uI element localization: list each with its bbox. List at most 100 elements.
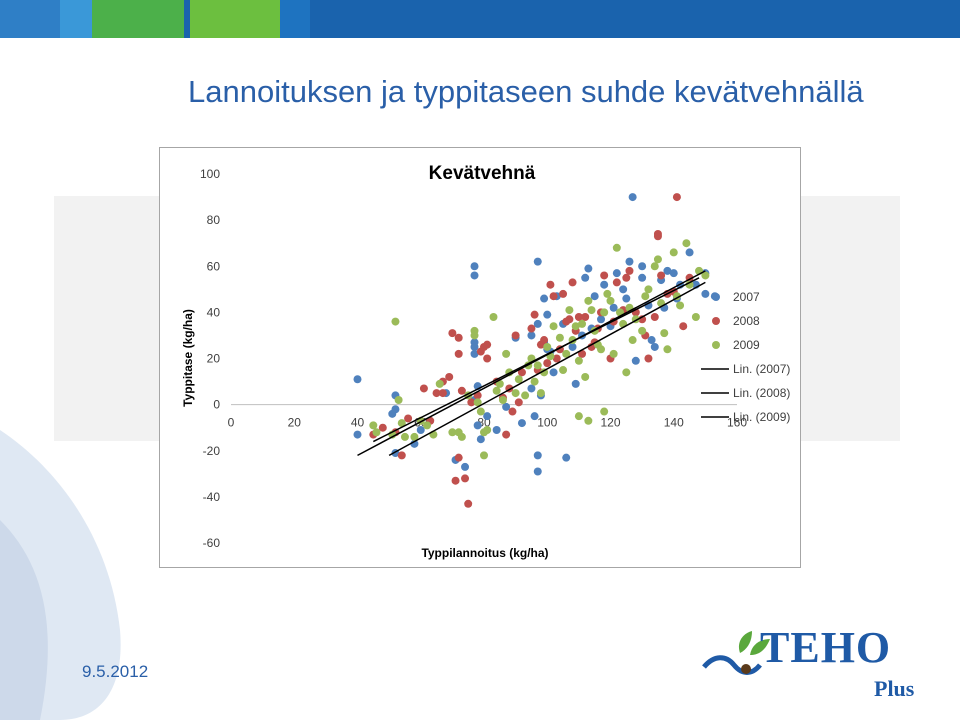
data-point-2007 xyxy=(533,467,542,476)
data-point-2008 xyxy=(622,273,631,282)
data-point-2009 xyxy=(565,306,574,315)
data-point-2007 xyxy=(650,342,659,351)
data-point-2008 xyxy=(445,372,454,381)
trendline xyxy=(388,281,706,457)
data-point-2009 xyxy=(489,312,498,321)
data-point-2009 xyxy=(587,306,596,315)
data-point-2007 xyxy=(669,269,678,278)
data-point-2007 xyxy=(470,349,479,358)
data-point-2009 xyxy=(578,319,587,328)
data-point-2009 xyxy=(562,349,571,358)
data-point-2009 xyxy=(574,412,583,421)
chart-frame xyxy=(159,147,801,568)
data-point-2009 xyxy=(663,345,672,354)
y-axis-label: Typpitase (kg/ha) xyxy=(181,309,195,407)
data-point-2007 xyxy=(517,419,526,428)
x-tick-label: 120 xyxy=(600,416,620,430)
data-point-2007 xyxy=(612,269,621,278)
data-point-2009 xyxy=(533,361,542,370)
data-point-2009 xyxy=(495,379,504,388)
data-point-2009 xyxy=(400,432,409,441)
data-point-2009 xyxy=(530,377,539,386)
data-point-2008 xyxy=(483,354,492,363)
data-point-2007 xyxy=(391,405,400,414)
header-block-green-2 xyxy=(190,0,280,38)
data-point-2008 xyxy=(625,266,634,275)
data-point-2007 xyxy=(663,266,672,275)
data-point-2009 xyxy=(606,296,615,305)
data-point-2008 xyxy=(552,354,561,363)
data-points xyxy=(353,193,719,508)
data-point-2009 xyxy=(571,322,580,331)
data-point-2009 xyxy=(600,407,609,416)
data-point-2008 xyxy=(451,476,460,485)
data-point-2009 xyxy=(638,326,647,335)
data-point-2009 xyxy=(676,301,685,310)
data-point-2007 xyxy=(470,271,479,280)
data-point-2007 xyxy=(533,451,542,460)
data-point-2007 xyxy=(584,264,593,273)
data-point-2009 xyxy=(476,407,485,416)
y-tick-label: -40 xyxy=(203,490,221,504)
data-point-2007 xyxy=(470,262,479,271)
teho-logo-icon xyxy=(702,631,770,675)
data-point-2009 xyxy=(397,419,406,428)
data-point-2009 xyxy=(622,368,631,377)
data-point-2007 xyxy=(470,342,479,351)
header-block-blue-2 xyxy=(60,0,92,38)
data-point-2009 xyxy=(600,308,609,317)
y-tick-label: 20 xyxy=(207,352,221,366)
data-point-2007 xyxy=(502,402,511,411)
data-point-2009 xyxy=(584,296,593,305)
x-axis-label: Typpilannoitus (kg/ha) xyxy=(421,546,548,560)
data-point-2009 xyxy=(691,312,700,321)
legend-label: 2007 xyxy=(733,290,760,304)
data-point-2007 xyxy=(597,315,606,324)
data-point-2009 xyxy=(669,248,678,257)
data-point-2007 xyxy=(416,425,425,434)
data-point-2007 xyxy=(533,257,542,266)
data-point-2007 xyxy=(527,384,536,393)
data-point-2009 xyxy=(511,389,520,398)
y-tick-label: 60 xyxy=(207,259,221,273)
data-point-2008 xyxy=(574,312,583,321)
legend-label: 2009 xyxy=(733,338,760,352)
data-point-2007 xyxy=(628,193,637,202)
data-point-2007 xyxy=(476,435,485,444)
data-point-2008 xyxy=(378,423,387,432)
slide-date: 9.5.2012 xyxy=(82,662,149,681)
data-point-2009 xyxy=(372,428,381,437)
data-point-2009 xyxy=(483,425,492,434)
data-point-2008 xyxy=(517,368,526,377)
data-point-2009 xyxy=(448,428,457,437)
data-point-2008 xyxy=(432,389,441,398)
legend-label: Lin. (2008) xyxy=(733,386,790,400)
data-point-2008 xyxy=(511,331,520,340)
data-point-2008 xyxy=(612,278,621,287)
data-point-2009 xyxy=(584,416,593,425)
x-tick-label: 0 xyxy=(228,416,235,430)
data-point-2009 xyxy=(574,356,583,365)
header-block-blue-1 xyxy=(0,0,60,38)
data-point-2009 xyxy=(470,331,479,340)
data-point-2007 xyxy=(685,248,694,257)
data-point-2009 xyxy=(543,342,552,351)
slide-title: Lannoituksen ja typpitaseen suhde kevätv… xyxy=(188,74,864,109)
data-point-2008 xyxy=(549,292,558,301)
data-point-2009 xyxy=(559,366,568,375)
header-block-green-1 xyxy=(92,0,184,38)
data-point-2008 xyxy=(650,312,659,321)
data-point-2007 xyxy=(619,285,628,294)
legend-label: Lin. (2007) xyxy=(733,362,790,376)
chart-title: Kevätvehnä xyxy=(429,163,536,184)
data-point-2009 xyxy=(597,345,606,354)
data-point-2007 xyxy=(600,280,609,289)
data-point-2007 xyxy=(609,303,618,312)
data-point-2009 xyxy=(369,421,378,430)
y-tick-labels: 100 80 60 40 20 0 -20 -40 -60 xyxy=(200,167,220,550)
data-point-2008 xyxy=(454,349,463,358)
data-point-2008 xyxy=(559,289,568,298)
data-point-2008 xyxy=(546,280,555,289)
data-point-2009 xyxy=(644,285,653,294)
data-point-2007 xyxy=(590,292,599,301)
